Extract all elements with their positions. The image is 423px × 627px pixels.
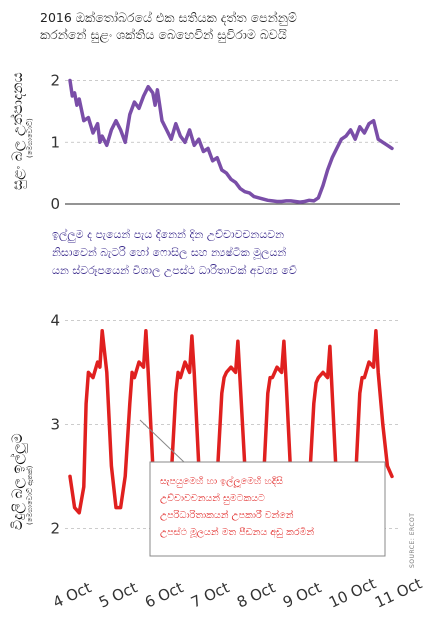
demand-y-tick-label: 3 [50,415,60,433]
annotation-box [149,461,386,557]
demand-gridlines [65,319,400,529]
wind-annotation-line-1: ඉල්ලුම ද පැයෙන් පැය දිනෙන් දින උච්චාවචනය… [52,227,284,243]
wind-y-ticks: 0 1 2 [50,72,60,213]
wind-y-axis-label: සුළං බල උත්පාදනය [10,72,27,190]
demand-annotation-line-4: උපස්ථ මූලයන් මත පීඩනය අඩු කරමින් [160,525,314,538]
demand-x-tick-label: 9 Oct [280,578,324,611]
source-credit: SOURCE: ERCOT [409,513,416,568]
demand-x-tick-label: 5 Oct [96,578,140,611]
demand-x-tick-label: 7 Oct [188,578,232,611]
demand-y-axis-unit: (මෙගාවොට් ඇතක්) [26,465,35,525]
demand-annotation-line-2: උච්චාවචනයන් සුමටකයට [160,491,265,504]
wind-y-tick-label: 1 [50,133,60,151]
chart-title-line-2: කරන්නේ සුළං ශක්තිය බෙහෙවින් සුවිරාම බවයි [40,27,287,43]
wind-annotation-line-2: නිසාවෙන් බැටරි හෝ ෆොසිල සහ න්‍යෂ්ටික මූල… [52,245,286,260]
wind-annotation-line-3: යන ස්වරූපයෙන් විශාල උපස්ථ ධාරිතාවක් අවශ්… [52,263,297,278]
demand-y-tick-label: 4 [50,311,60,329]
demand-y-tick-label: 2 [50,519,60,537]
demand-x-tick-label: 11 Oct [372,574,423,611]
demand-y-ticks: 2 3 4 [50,311,60,537]
demand-x-tick-label: 10 Oct [326,574,379,611]
chart-title-line-1: 2016 ඔක්තෝබරයේ එක සතියක දත්ත පෙන්නුම් [40,10,297,26]
demand-y-axis-label: විදුලි බල ඉල්ලුම [10,433,28,530]
demand-annotation-line-1: සැපයුමෙහි හා ඉල්ලූමෙහි හදිසි [160,474,283,489]
annotation-pointer [139,419,186,464]
demand-x-tick-label: 4 Oct [50,578,94,611]
demand-x-tick-label: 8 Oct [234,578,278,611]
wind-y-tick-label: 0 [50,195,60,213]
wind-chart: 0 1 2 සුළං බල උත්පාදනය (මෙගාවොට්) ඉල්ලුම ද… [10,72,400,278]
wind-y-tick-label: 2 [50,72,60,90]
demand-x-tick-label: 6 Oct [142,578,186,611]
wind-series-line [68,78,394,204]
demand-chart: 2 3 4 4 Oct 5 Oct 6 Oct 7 Oct 8 Oct 9 Oct 10 Oct… [10,311,423,611]
demand-annotation-line-3: උපරිධාරිතාකයන් උපකාරී වන්නේ [160,508,294,521]
wind-gridlines [65,80,400,205]
wind-y-axis-unit: (මෙගාවොට්) [26,118,34,158]
